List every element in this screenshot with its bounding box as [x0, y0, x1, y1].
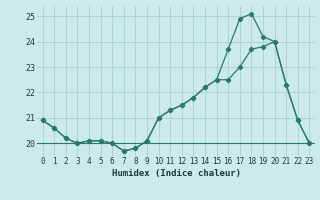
X-axis label: Humidex (Indice chaleur): Humidex (Indice chaleur)	[111, 169, 241, 178]
